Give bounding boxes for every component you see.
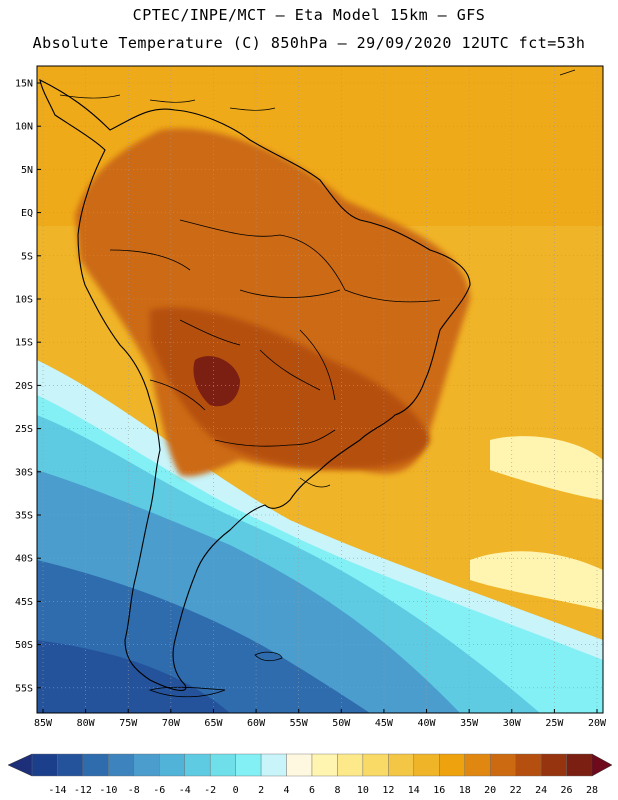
legend-tick: 4 [284,785,290,796]
legend-swatch [209,753,236,777]
tierra-del-fuego [148,686,226,698]
map-frame [36,65,604,714]
legend-arrow-high [591,753,613,777]
lon-label: 20W [588,718,607,729]
legend-swatch [159,753,185,777]
legend-swatch [31,753,58,777]
lat-label: 30S [15,467,33,478]
lon-label: 60W [247,718,266,729]
lat-label: 45S [15,597,33,608]
legend-swatch [337,753,364,777]
lon-label: 65W [204,718,223,729]
lon-label: 40W [418,718,437,729]
legend-swatch [413,753,440,777]
lat-label: 10S [15,295,33,306]
legend-tick: 6 [309,785,315,796]
lon-label: 80W [77,718,96,729]
legend-swatch [388,753,415,777]
legend-tick: 8 [334,785,340,796]
lat-label: 10N [15,122,33,133]
legend-swatch [108,753,135,777]
legend-swatch [515,753,542,777]
lat-label: 20S [15,381,33,392]
lon-label: 70W [162,718,181,729]
lon-label: 45W [375,718,394,729]
legend-tick: 26 [561,785,573,796]
legend-tick: 22 [510,785,522,796]
temperature-field [37,66,603,713]
legend-swatch [260,753,287,777]
lat-label: 15S [15,338,33,349]
legend-tick: -12 [74,785,92,796]
legend-swatch [566,753,593,777]
land-hotter-zone [150,307,430,469]
legend-tick: 24 [535,785,547,796]
legend-arrow-low [7,753,33,777]
legend-tick: 18 [459,785,471,796]
lat-label: 25S [15,424,33,435]
legend-swatch [362,753,389,777]
legend-tick: 16 [433,785,445,796]
lat-label: 35S [15,511,33,522]
legend-tick: 28 [586,785,598,796]
legend-tick: -4 [179,785,191,796]
color-legend: -14 -12 -10 -8 -6 -4 -2 0 2 4 6 8 10 12 14 16 18 20 22 24 26… [7,753,613,796]
legend-tick: 12 [382,785,394,796]
legend-tick: 14 [408,785,420,796]
legend-tick: 10 [357,785,369,796]
legend-tick: -2 [204,785,216,796]
hot-core [193,356,240,407]
legend-swatch [235,753,262,777]
map-title-line-1: CPTEC/INPE/MCT — Eta Model 15km — GFS [132,6,486,24]
lat-label: 50S [15,640,33,651]
legend-swatch [82,753,109,777]
legend-swatch [133,753,160,777]
falkland-islands [254,651,283,662]
lon-label: 50W [332,718,351,729]
legend-swatch [489,753,516,777]
lon-label: 25W [545,718,564,729]
legend-tick: 2 [258,785,264,796]
legend-tick: 0 [233,785,239,796]
legend-swatch [464,753,491,777]
legend-tick: -6 [153,785,165,796]
map-title-line-2: Absolute Temperature (C) 850hPa — 29/09/… [32,34,586,52]
lat-label: 40S [15,554,33,565]
legend-tick: -10 [99,785,117,796]
legend-tick: 20 [484,785,496,796]
legend-swatch [311,753,338,777]
lat-label: 15N [15,79,33,90]
lon-label: 85W [34,718,53,729]
atlantic-warm-patch-1 [490,436,603,500]
lat-label: 5N [21,165,33,176]
temperature-map: 15N 10N 5N EQ 5S 10S 15S 20S 25S 30S 35S 40S 45S 50S 5… [15,65,607,729]
legend-swatch [184,753,211,777]
legend-swatch [286,753,313,777]
coastal-islands [59,69,576,488]
legend-tick: -8 [128,785,140,796]
legend-swatch [439,753,465,777]
latitude-labels: 15N 10N 5N EQ 5S 10S 15S 20S 25S 30S 35S 40S 45S 50S 5… [15,79,41,694]
south-america-coastline [39,79,471,691]
atlantic-warm-patch-2 [470,551,603,610]
lat-label: 5S [21,251,33,262]
legend-swatch [540,753,567,777]
lon-label: 55W [290,718,309,729]
legend-swatch [57,753,84,777]
lon-label: 35W [460,718,479,729]
country-borders [109,219,441,447]
lon-label: 30W [503,718,522,729]
field-band-m10 [37,640,230,713]
lat-label: 55S [15,683,33,694]
lon-label: 75W [119,718,138,729]
legend-tick: -14 [48,785,66,796]
lat-label: EQ [21,208,33,219]
longitude-labels: 85W 80W 75W 70W 65W 60W 55W 50W 45W 40W 35W 30W 25W 2… [34,709,607,729]
